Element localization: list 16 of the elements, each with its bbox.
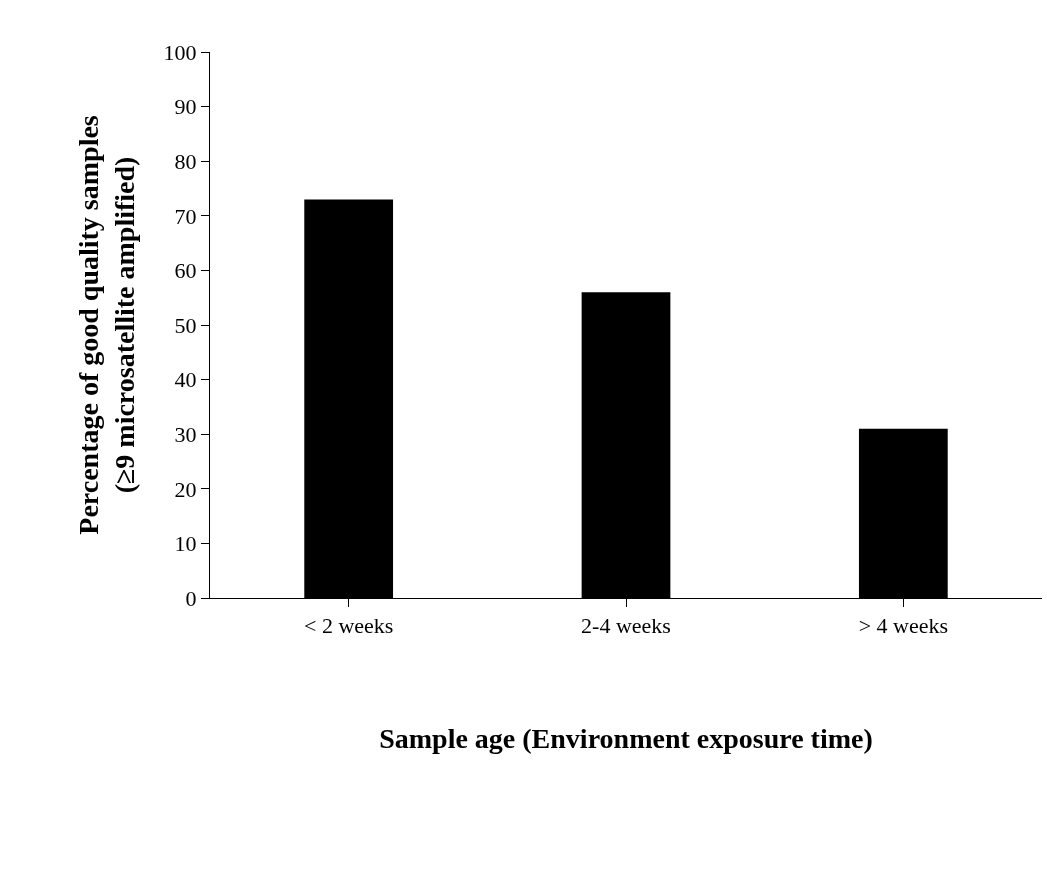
y-tick-label: 20	[174, 476, 197, 502]
y-tick-label: 100	[163, 39, 197, 65]
x-tick-label: < 2 weeks	[303, 613, 394, 639]
x-tick-label: > 4 weeks	[858, 613, 949, 639]
y-tick-label: 80	[174, 148, 197, 174]
y-axis-title: Percentage of good quality samples (≥9 microsatellite amplified)	[72, 115, 141, 535]
y-tick-label: 70	[174, 203, 197, 229]
x-tick-label: 2-4 weeks	[581, 613, 671, 639]
y-tick-label: 50	[174, 312, 197, 338]
y-tick-label: 90	[174, 94, 197, 120]
y-tick-label: 60	[174, 258, 197, 284]
y-tick-label: 30	[174, 421, 197, 447]
y-tick-label: 10	[174, 531, 197, 557]
x-axis-title: Sample age (Environment exposure time)	[379, 722, 873, 754]
y-tick-label: 40	[174, 367, 197, 393]
y-tick-label: 0	[185, 585, 197, 611]
